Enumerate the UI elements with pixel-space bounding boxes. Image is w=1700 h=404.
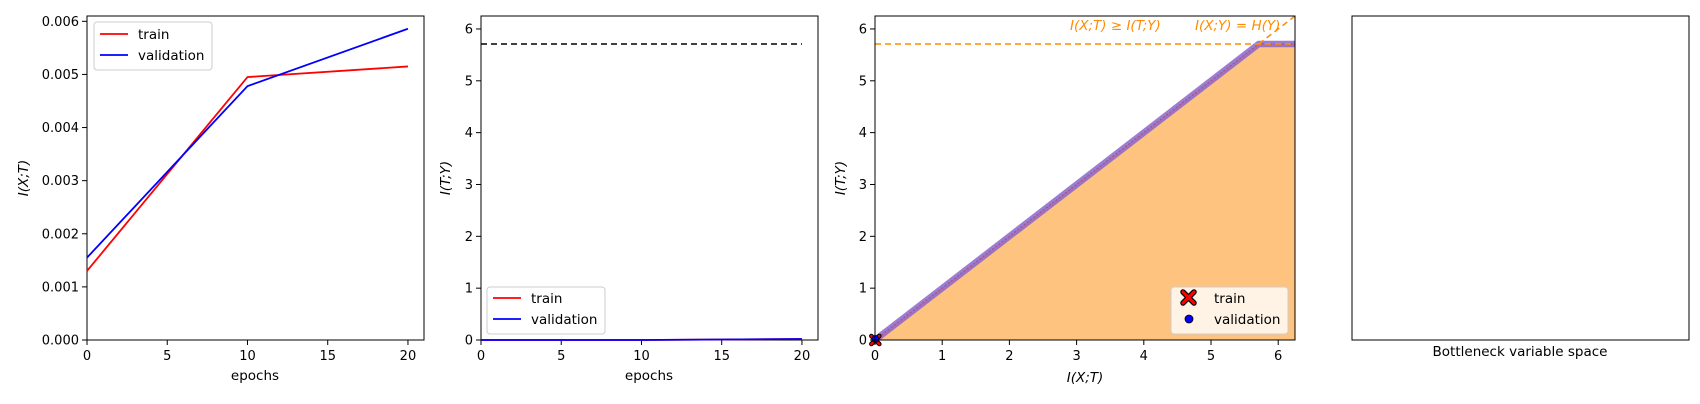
panel-1-x-tick-label: 10 [239,349,256,364]
panel-2-y-tick-label: 4 [465,126,473,141]
panel-1-legend-validation: validation [138,48,204,64]
panel-2-legend-validation: validation [531,312,597,328]
panel-2-y-tick-label: 3 [465,178,473,193]
panel-3-y-ticks: 0 1 2 3 4 5 6 [859,22,875,349]
panel-1-y-tick-label: 0.005 [42,68,79,83]
panel-2-y-label: I(T;Y) [438,161,454,195]
panel-1-y-tick-label: 0.002 [42,227,79,242]
panel-3-y-tick-label: 3 [859,178,867,193]
panel-1-y-tick-label: 0.006 [42,15,79,30]
panel-3-legend: train validation [1170,286,1289,335]
panel-3-legend-validation: validation [1214,312,1280,328]
panel-3-x-ticks: 0 1 2 3 4 5 6 [871,340,1282,364]
panel-1-y-tick-label: 0.001 [42,280,79,295]
panel-1-x-tick-label: 15 [319,349,336,364]
panel-2-legend-train: train [531,291,562,307]
panel-4-frame [1351,15,1690,341]
panel-3-y-tick-label: 5 [859,74,867,89]
panel-2-x-label: epochs [625,368,673,384]
panel-1-x-label: epochs [231,368,279,384]
panel-3-annotation-dpi: I(X;T) ≥ I(T;Y) [1070,18,1161,34]
panel-2-lines [481,338,802,341]
panel-2-ity-vs-epochs: 0 5 10 15 20 0 1 2 3 4 5 6 epochs I(T;Y) train val… [438,15,819,384]
panel-4-x-label: Bottleneck variable space [1433,344,1608,360]
panel-2-line-validation [481,338,802,341]
panel-2-x-tick-label: 10 [633,349,650,364]
panel-3-x-tick-label: 1 [938,349,946,364]
panel-1-y-tick-label: 0.003 [42,174,79,189]
panel-1-x-tick-label: 5 [163,349,171,364]
panel-1-x-tick-label: 0 [83,349,91,364]
panel-2-x-tick-label: 5 [557,349,565,364]
panel-2-y-tick-label: 0 [465,334,473,349]
panel-1-x-ticks: 0 5 10 15 20 [83,340,416,364]
panel-3-information-plane: 0 1 2 3 4 5 6 0 1 2 3 4 5 6 I(X;T) ≥ I(T;Y) I(X;Y) =… [833,15,1296,386]
panel-3-x-tick-label: 2 [1005,349,1013,364]
panel-1-ixt-vs-epochs: 0 5 10 15 20 0.0000.0010.0020.0030.0040.0050… [16,15,425,384]
panel-1-line-validation [86,27,409,259]
panel-3-x-tick-label: 4 [1140,349,1148,364]
panel-2-x-tick-label: 20 [794,349,811,364]
panel-3-legend-train: train [1214,291,1245,307]
panel-3-legend-marker-validation [1184,314,1194,324]
panel-3-reference-lines [875,15,1296,45]
panel-1-frame [86,15,425,341]
panel-1-legend: train validation [93,21,213,71]
panel-1-lines [86,27,409,272]
panel-3-y-tick-label: 6 [859,22,867,37]
panel-1-legend-train: train [138,27,169,43]
panel-1-y-ticks: 0.000 0.001 0.002 0.003 0.004 0.005 0.006 [42,15,87,349]
panel-1-y-tick-label: 0.004 [42,121,79,136]
panel-3-x-tick-label: 6 [1274,349,1282,364]
panel-3-x-tick-label: 5 [1207,349,1215,364]
panel-2-legend: train validation [486,286,606,335]
panel-3-annotation-hy: I(X;Y) = H(Y) [1195,18,1280,34]
panel-2-x-tick-label: 0 [477,349,485,364]
panel-3-x-label: I(X;T) [1067,370,1104,386]
panel-3-y-label: I(T;Y) [833,161,849,195]
panel-3-x-tick-label: 0 [871,349,879,364]
panel-3-feasible-region-fill [875,43,1295,341]
panel-2-y-tick-label: 6 [465,22,473,37]
panel-3-y-tick-label: 4 [859,126,867,141]
panel-3-y-tick-label: 0 [859,334,867,349]
panel-3-diagonal-dashed-line [1258,15,1296,45]
panel-3-legend-box [1170,286,1289,335]
panel-3-x-tick-label: 3 [1072,349,1080,364]
panel-4-bottleneck-space: Bottleneck variable space [1351,15,1690,360]
panel-2-x-tick-label: 15 [713,349,730,364]
panel-3-y-tick-label: 2 [859,230,867,245]
panel-3-legend-marker-train [1180,289,1197,306]
panel-2-x-ticks: 0 5 10 15 20 [477,340,810,364]
panel-2-y-tick-label: 1 [465,282,473,297]
panel-2-y-ticks: 0 1 2 3 4 5 6 [465,22,481,349]
panel-3-feasible-region [875,43,1295,341]
panel-1-y-label: I(X;T) [16,160,32,197]
panel-2-y-tick-label: 5 [465,74,473,89]
panel-1-y-tick-label: 0.000 [42,334,79,349]
panel-1-line-train [86,65,409,272]
panel-2-y-tick-label: 2 [465,230,473,245]
panel-3-frame [874,15,1296,341]
panel-3-y-tick-label: 1 [859,282,867,297]
panel-1-x-tick-label: 20 [400,349,417,364]
